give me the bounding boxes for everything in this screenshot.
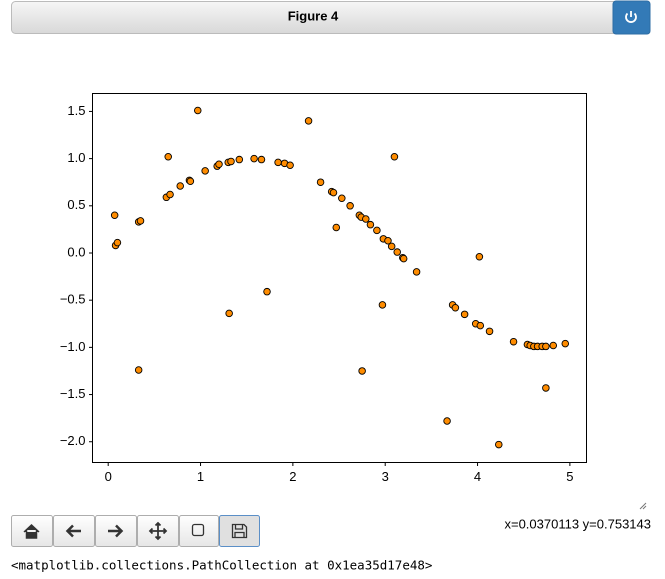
point	[186, 177, 195, 186]
point	[443, 417, 451, 425]
point	[485, 327, 494, 336]
point	[316, 178, 325, 186]
point	[412, 268, 421, 276]
point	[227, 157, 235, 166]
point	[358, 367, 366, 375]
point	[257, 155, 266, 164]
point	[542, 342, 550, 351]
close-button[interactable]	[612, 0, 651, 35]
point	[176, 182, 184, 190]
x-tick-label: 3	[382, 469, 389, 484]
point	[215, 160, 223, 169]
point	[136, 217, 145, 225]
toolbar	[11, 515, 260, 547]
home-button[interactable]	[11, 515, 53, 547]
resize-handle	[639, 502, 647, 510]
output-text: <matplotlib.collections.PathCollection a…	[11, 558, 432, 573]
point	[476, 321, 485, 330]
axes-frame	[92, 93, 587, 463]
status-text: x=0.0370113 y=0.753143	[504, 516, 651, 531]
point	[387, 242, 396, 251]
point	[373, 226, 381, 235]
point	[225, 309, 233, 318]
y-tick-label: 1.0	[67, 150, 85, 165]
zoom-button[interactable]	[179, 515, 219, 547]
point	[542, 384, 550, 392]
point	[378, 301, 387, 309]
point	[304, 117, 313, 125]
x-tick-label: 2	[289, 469, 296, 484]
y-tick-label: −2.0	[60, 433, 86, 448]
point	[201, 167, 209, 175]
point	[495, 440, 503, 449]
point	[509, 337, 518, 346]
point	[274, 158, 282, 167]
point	[460, 310, 469, 319]
point	[134, 366, 143, 374]
point	[390, 152, 399, 161]
point	[286, 161, 294, 169]
point	[235, 155, 244, 164]
point	[194, 106, 202, 115]
point	[166, 190, 174, 199]
y-tick-label: −1.5	[60, 386, 86, 401]
forward-button[interactable]	[95, 515, 137, 547]
x-tick-label: 4	[474, 469, 481, 484]
point	[338, 194, 346, 203]
point	[250, 154, 258, 163]
point	[451, 303, 460, 312]
figure-title: Figure 4	[288, 8, 339, 23]
x-tick-label: 5	[566, 469, 573, 484]
point	[164, 152, 172, 161]
point	[113, 238, 122, 247]
y-tick-label: −1.0	[60, 339, 86, 354]
y-tick-label: −0.5	[60, 292, 86, 307]
point	[399, 254, 408, 263]
point	[110, 211, 119, 219]
x-tick-label: 1	[197, 469, 204, 484]
save-button[interactable]	[219, 515, 260, 547]
back-button[interactable]	[53, 515, 95, 547]
point	[393, 248, 401, 256]
point	[263, 287, 271, 296]
y-tick-label: 0.5	[67, 197, 85, 212]
y-tick-label: 0.0	[67, 244, 85, 259]
point	[475, 253, 484, 261]
point	[366, 220, 375, 229]
pan-button[interactable]	[137, 515, 179, 547]
point	[329, 188, 338, 197]
point	[561, 339, 570, 348]
point	[549, 341, 558, 350]
point	[332, 223, 341, 232]
point	[362, 215, 370, 223]
point	[346, 202, 354, 210]
point	[384, 236, 392, 245]
y-tick-label: 1.5	[67, 103, 85, 118]
x-tick-label: 0	[105, 469, 112, 484]
